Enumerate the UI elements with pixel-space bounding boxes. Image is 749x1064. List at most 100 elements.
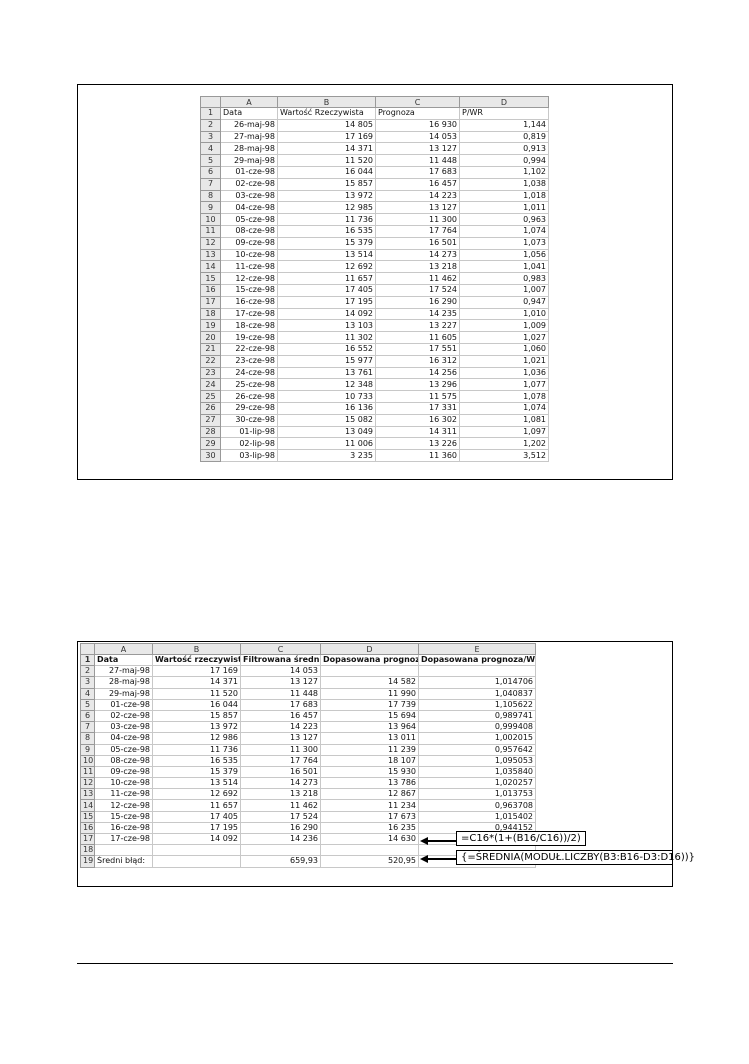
cell[interactable]: 0,963 — [459, 213, 549, 226]
cell[interactable]: 08-cze-98 — [94, 754, 153, 767]
row-number[interactable]: 13 — [80, 788, 95, 801]
cell[interactable] — [320, 844, 419, 857]
column-header[interactable]: A — [94, 643, 153, 655]
header-cell[interactable]: Prognoza — [375, 107, 460, 120]
cell[interactable]: 16 136 — [277, 401, 376, 415]
cell[interactable]: 15 930 — [320, 765, 419, 779]
row-number[interactable]: 18 — [80, 844, 95, 857]
header-cell[interactable]: Wartość rzeczywista — [152, 653, 241, 667]
cell[interactable]: 19-cze-98 — [220, 331, 278, 344]
cell[interactable]: 1,007 — [459, 283, 549, 297]
column-header[interactable]: E — [418, 643, 536, 655]
cell[interactable]: 1,021 — [459, 354, 549, 368]
cell[interactable]: 1,002015 — [418, 732, 536, 745]
cell[interactable]: 01-cze-98 — [220, 165, 278, 179]
cell[interactable]: 1,027 — [459, 331, 549, 344]
cell[interactable]: 16 930 — [375, 118, 460, 132]
header-cell[interactable]: Dopasowana prognoza/WR — [418, 653, 536, 667]
cell[interactable]: 03-cze-98 — [94, 721, 153, 734]
cell[interactable]: 1,081 — [459, 413, 549, 427]
cell[interactable]: 12 986 — [152, 732, 241, 745]
cell[interactable]: 25-cze-98 — [220, 378, 278, 392]
cell[interactable]: 17 683 — [375, 165, 460, 179]
cell[interactable]: 1,202 — [459, 437, 549, 451]
cell[interactable]: 1,095053 — [418, 754, 536, 767]
cell[interactable]: 16 312 — [375, 354, 460, 368]
cell[interactable]: 17 739 — [320, 698, 419, 711]
cell[interactable]: 1,035840 — [418, 765, 536, 779]
row-number[interactable]: 13 — [200, 248, 221, 262]
cell[interactable]: 11 239 — [320, 743, 419, 756]
row-number[interactable]: 19 — [200, 319, 221, 333]
row-number[interactable]: 9 — [200, 201, 221, 215]
row-number[interactable]: 2 — [80, 665, 95, 678]
cell[interactable]: 1,009 — [459, 319, 549, 333]
cell[interactable]: 11 520 — [152, 687, 241, 700]
cell[interactable]: 29-cze-98 — [220, 401, 278, 415]
cell[interactable] — [320, 665, 419, 678]
cell[interactable]: 14 092 — [277, 307, 376, 321]
row-number[interactable]: 30 — [200, 449, 221, 462]
cell[interactable]: 22-cze-98 — [220, 342, 278, 356]
cell[interactable]: 11 300 — [240, 743, 321, 756]
row-number[interactable]: 28 — [200, 425, 221, 439]
cell[interactable]: 14 273 — [240, 777, 321, 790]
row-number[interactable]: 9 — [80, 743, 95, 756]
cell[interactable]: 11 006 — [277, 437, 376, 451]
row-number[interactable]: 1 — [80, 653, 95, 667]
cell[interactable]: 13 227 — [375, 319, 460, 333]
cell[interactable]: 18-cze-98 — [220, 319, 278, 333]
cell[interactable]: 1,102 — [459, 165, 549, 179]
cell[interactable]: 1,038 — [459, 177, 549, 191]
corner-cell[interactable] — [200, 96, 221, 108]
cell[interactable]: 29-maj-98 — [220, 154, 278, 167]
cell[interactable]: 1,144 — [459, 118, 549, 132]
row-number[interactable]: 15 — [80, 810, 95, 823]
cell[interactable]: 14 371 — [277, 142, 376, 156]
header-cell[interactable]: Dopasowana prognoza — [320, 653, 419, 667]
row-number[interactable]: 8 — [80, 732, 95, 745]
cell[interactable]: 3,512 — [459, 449, 549, 462]
cell[interactable] — [240, 844, 321, 857]
cell[interactable]: 09-cze-98 — [94, 765, 153, 779]
cell[interactable]: 1,056 — [459, 248, 549, 262]
cell[interactable]: 12 985 — [277, 201, 376, 215]
row-number[interactable]: 5 — [200, 154, 221, 167]
cell[interactable]: 13 972 — [277, 189, 376, 203]
cell[interactable]: 12 348 — [277, 378, 376, 392]
cell[interactable]: 1,014706 — [418, 676, 536, 689]
cell[interactable]: 28-maj-98 — [220, 142, 278, 156]
row-number[interactable]: 27 — [200, 413, 221, 427]
cell[interactable]: 16 535 — [152, 754, 241, 767]
cell[interactable]: 02-lip-98 — [220, 437, 278, 451]
cell[interactable]: 3 235 — [277, 449, 376, 462]
cell[interactable]: 13 127 — [240, 732, 321, 745]
cell[interactable]: 14 371 — [152, 676, 241, 689]
row-number[interactable]: 22 — [200, 354, 221, 368]
cell[interactable]: 16 535 — [277, 224, 376, 238]
cell[interactable]: 14 235 — [375, 307, 460, 321]
cell[interactable]: 16 044 — [277, 165, 376, 179]
cell[interactable]: 23-cze-98 — [220, 354, 278, 368]
cell[interactable] — [418, 665, 536, 678]
corner-cell[interactable] — [80, 643, 95, 655]
cell[interactable]: 12 867 — [320, 788, 419, 801]
cell[interactable]: 16 501 — [375, 236, 460, 250]
cell[interactable]: 26-cze-98 — [220, 390, 278, 403]
cell[interactable]: 11 234 — [320, 799, 419, 812]
row-number[interactable]: 23 — [200, 366, 221, 380]
row-number[interactable]: 6 — [80, 709, 95, 723]
row-number[interactable]: 15 — [200, 272, 221, 285]
cell[interactable]: 11 520 — [277, 154, 376, 167]
cell[interactable]: 16 552 — [277, 342, 376, 356]
cell[interactable]: 13 049 — [277, 425, 376, 439]
cell[interactable]: 13 103 — [277, 319, 376, 333]
header-cell[interactable]: Data — [220, 107, 278, 120]
cell[interactable]: 16-cze-98 — [220, 295, 278, 309]
cell[interactable]: 15 857 — [152, 709, 241, 723]
cell[interactable]: 1,097 — [459, 425, 549, 439]
cell[interactable]: 17 551 — [375, 342, 460, 356]
cell[interactable]: 13 964 — [320, 721, 419, 734]
cell[interactable]: 1,010 — [459, 307, 549, 321]
cell[interactable]: 18 107 — [320, 754, 419, 767]
